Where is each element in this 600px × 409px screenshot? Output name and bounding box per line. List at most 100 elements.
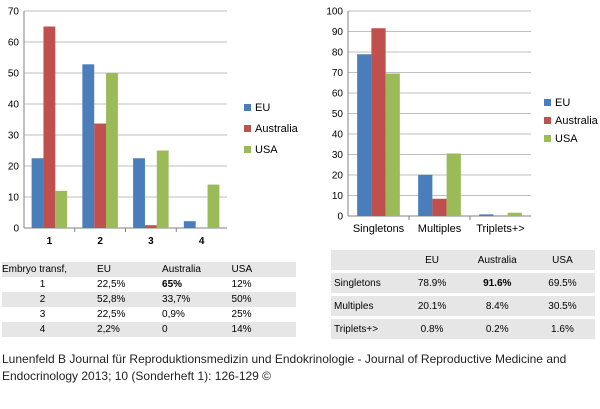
table-header-cell: USA: [231, 262, 296, 277]
legend-swatch: [244, 146, 251, 153]
embryo-transfer-table: Embryo transf, EU Australia USA 1 22,5% …: [2, 262, 296, 337]
table-cell: 22,5%: [97, 307, 163, 322]
bar: [43, 26, 56, 228]
table-header-cell: [331, 250, 400, 273]
table-row: Multiples 20.1% 8.4% 30.5%: [331, 294, 595, 319]
y-tick-label: 40: [8, 100, 20, 111]
table-cell: 0,9%: [162, 307, 232, 322]
citation-caption: Lunenfeld B Journal für Reproduktionsmed…: [2, 352, 567, 383]
bar: [207, 184, 220, 228]
table-header-cell: EU: [97, 262, 163, 277]
table-cell: 69.5%: [529, 271, 595, 296]
bar: [31, 158, 44, 228]
table-cell: 65%: [162, 277, 232, 292]
x-tick-label: Singletons: [353, 223, 405, 235]
table-cell: 0.8%: [399, 317, 465, 342]
table-row: 1 22,5% 65% 12%: [2, 277, 296, 292]
y-tick-label: 0: [337, 212, 343, 223]
x-tick-label: Triplets+>: [476, 223, 525, 235]
table-row: 3 22,5% 0,9% 25%: [2, 307, 296, 322]
table-cell: 0.2%: [464, 317, 530, 342]
y-tick-label: 20: [8, 162, 20, 173]
y-tick-label: 0: [13, 224, 19, 235]
table-header-cell: Embryo transf,: [2, 262, 98, 277]
table-row: Singletons 78.9% 91.6% 69.5%: [331, 271, 595, 296]
bar: [446, 153, 461, 216]
table-row: Triplets+> 0.8% 0.2% 1.6%: [331, 317, 595, 342]
legend-label: Australia: [555, 115, 599, 127]
y-tick-label: 50: [8, 69, 20, 80]
table-cell: 30.5%: [529, 294, 595, 319]
bar: [432, 198, 447, 216]
bar: [507, 212, 522, 216]
table-cell: 3: [2, 307, 98, 322]
bar: [144, 225, 157, 228]
legend-label: USA: [555, 133, 578, 145]
table-cell: 14%: [231, 322, 296, 337]
table-cell: Multiples: [331, 294, 400, 319]
x-tick-label: 4: [199, 236, 205, 247]
y-tick-label: 90: [332, 27, 344, 38]
bar: [55, 190, 68, 228]
table-cell: 91.6%: [464, 271, 530, 296]
x-tick-label: 2: [97, 236, 103, 247]
y-tick-label: 30: [8, 131, 20, 142]
bar: [479, 214, 494, 216]
table-cell: 8.4%: [464, 294, 530, 319]
table-header-cell: USA: [529, 250, 595, 273]
bar: [133, 158, 145, 228]
bar: [357, 54, 372, 216]
y-tick-label: 40: [332, 130, 344, 141]
x-tick-label: 3: [148, 236, 154, 247]
bar: [82, 64, 95, 228]
y-tick-label: 50: [332, 109, 344, 120]
y-tick-label: 70: [332, 68, 344, 79]
y-tick-label: 70: [8, 7, 20, 18]
x-tick-label: 1: [47, 236, 53, 247]
legend-swatch: [544, 117, 551, 124]
table-cell: 1.6%: [529, 317, 595, 342]
legend-label: EU: [555, 97, 570, 109]
multiplicity-table: EU Australia USA Singletons 78.9% 91.6% …: [331, 250, 595, 342]
table-cell: 0: [162, 322, 232, 337]
table-cell: 78.9%: [399, 271, 465, 296]
table-cell: 33,7%: [162, 292, 232, 307]
y-tick-label: 10: [8, 193, 20, 204]
x-tick-label: Multiples: [418, 223, 462, 235]
table-header-cell: Australia: [464, 250, 530, 273]
table-row: 4 2,2% 0 14%: [2, 322, 296, 337]
table-header-row: Embryo transf, EU Australia USA: [2, 262, 296, 277]
table-cell: 4: [2, 322, 98, 337]
table-cell: 25%: [231, 307, 296, 322]
table-cell: Singletons: [331, 271, 400, 296]
table-row: 2 52,8% 33,7% 50%: [2, 292, 296, 307]
legend-label: Australia: [255, 123, 299, 135]
bar: [418, 174, 433, 216]
bar: [371, 28, 386, 216]
table-header-cell: Australia: [162, 262, 232, 277]
legend-swatch: [244, 104, 251, 111]
table-cell: 22,5%: [97, 277, 163, 292]
table-cell: 20.1%: [399, 294, 465, 319]
table-cell: 2,2%: [97, 322, 163, 337]
table-cell: 52,8%: [97, 292, 163, 307]
legend-swatch: [544, 99, 551, 106]
table-cell: 50%: [231, 292, 296, 307]
y-tick-label: 60: [332, 89, 344, 100]
legend-swatch: [244, 125, 251, 132]
y-tick-label: 100: [326, 7, 343, 18]
y-tick-label: 10: [332, 191, 344, 202]
y-tick-label: 80: [332, 48, 344, 59]
legend-label: EU: [255, 102, 270, 114]
table-cell: 2: [2, 292, 98, 307]
table-cell: 1: [2, 277, 98, 292]
bar: [156, 150, 169, 228]
bar: [94, 123, 107, 228]
embryo-transfer-bar-chart: 0 10 20 30 40 50 60 70 1 2 3 4 EU Australia USA: [8, 7, 299, 248]
table-cell: Triplets+>: [331, 317, 400, 342]
table-header-cell: EU: [399, 250, 465, 273]
legend-label: USA: [255, 144, 278, 156]
legend-swatch: [544, 135, 551, 142]
pregnancy-multiplicity-bar-chart: 0 10 20 30 40 50 60 70 80 90 100 Singletons Multiple…: [326, 7, 599, 236]
table-header-row: EU Australia USA: [331, 250, 595, 273]
